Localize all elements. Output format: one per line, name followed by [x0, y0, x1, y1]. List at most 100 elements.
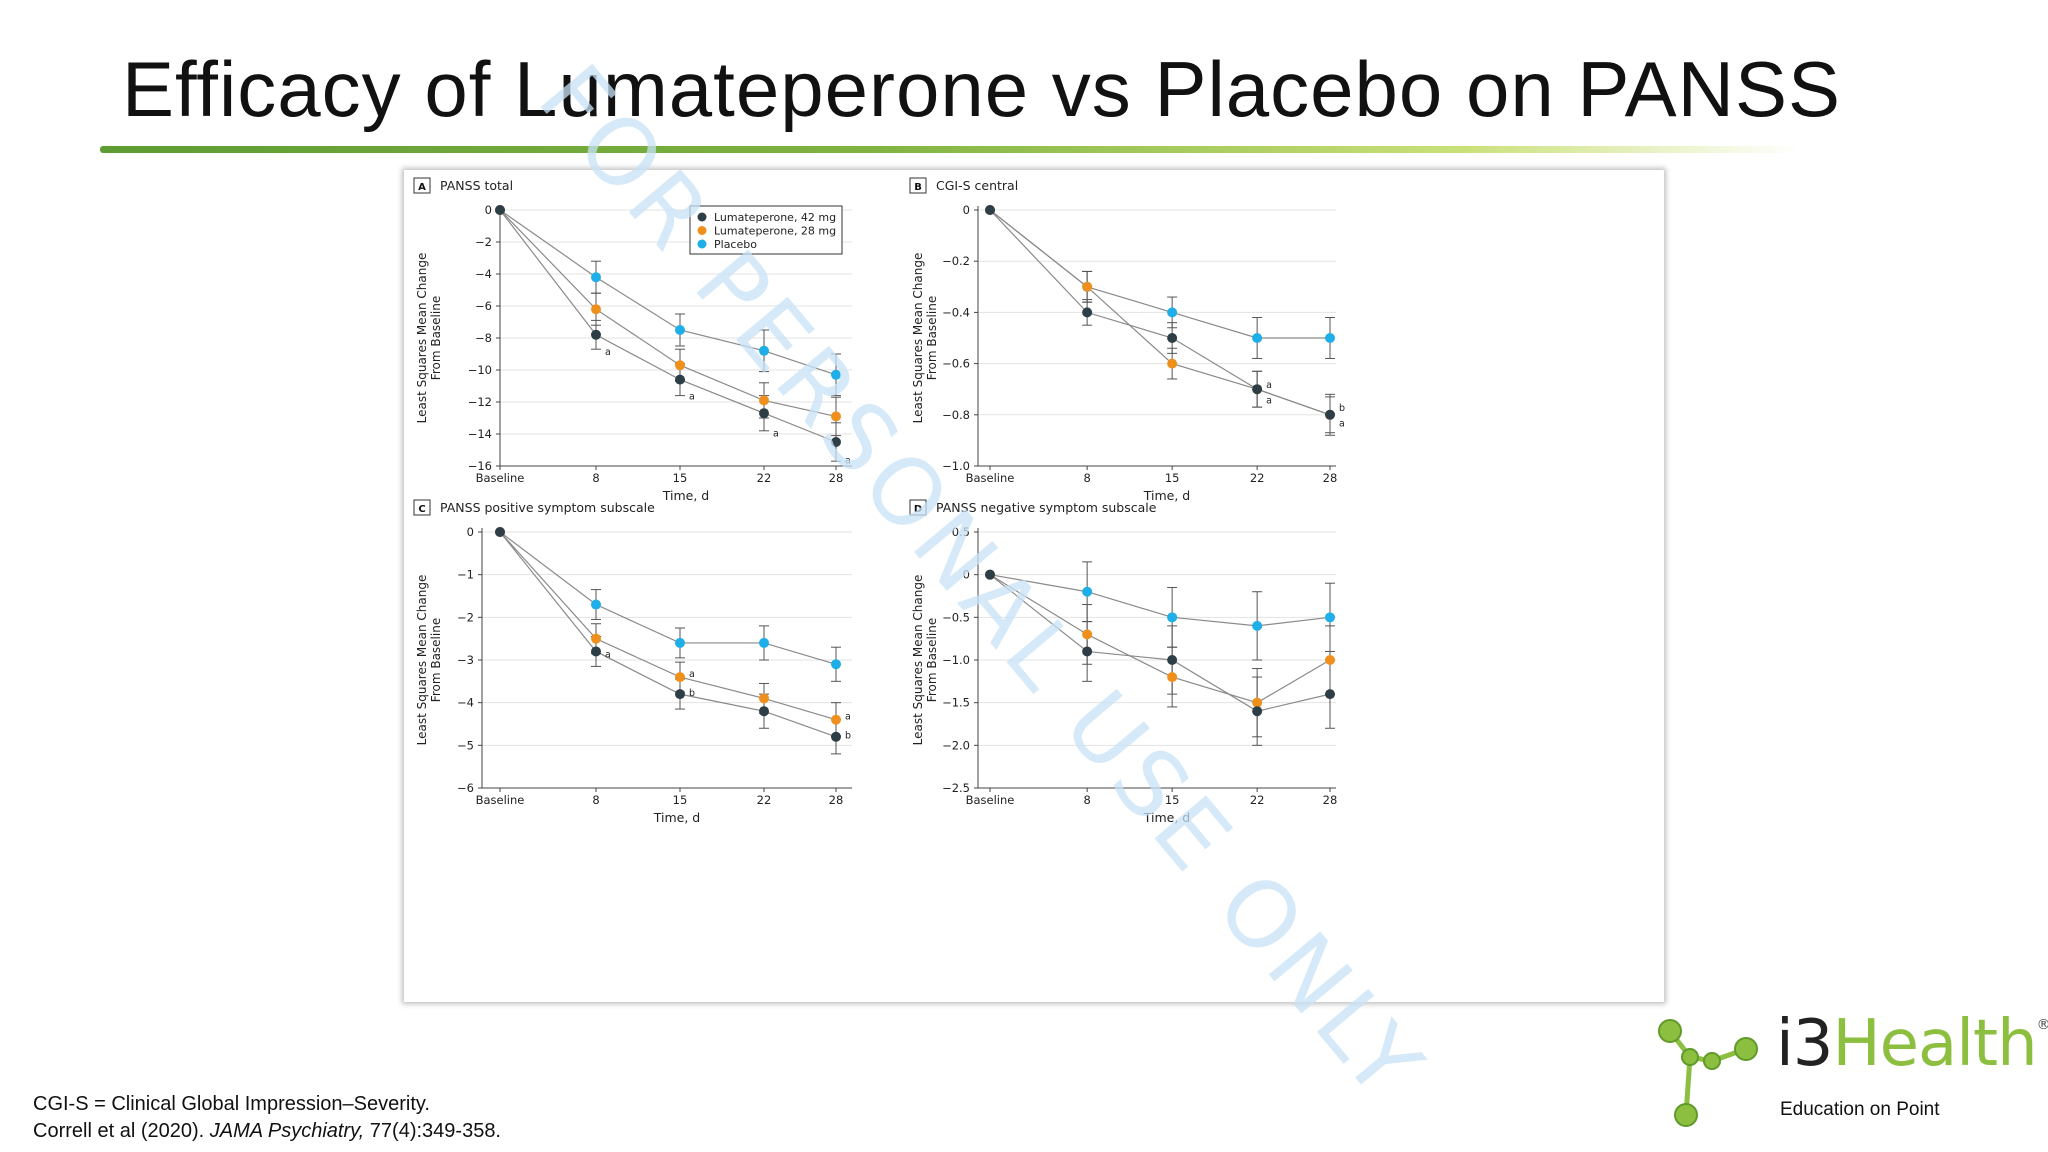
data-point: [1325, 689, 1335, 700]
data-point: [1082, 281, 1093, 292]
y-tick-label: 0: [963, 568, 970, 582]
chart-panel-b: B CGI-S central 0 −0.2 −0.4 −0.6 −0.8 −1.0Basel…: [909, 177, 1345, 503]
x-tick-label: 28: [1323, 793, 1338, 807]
efficacy-charts: A PANSS total0−2−4−6−8−10−12−14−16Baselin…: [413, 177, 1345, 825]
y-tick-label: −16: [468, 459, 492, 473]
legend-marker: [697, 239, 707, 249]
significance-label: a: [845, 711, 851, 722]
panel-letter: A: [418, 182, 426, 193]
significance-label: a: [1339, 418, 1345, 429]
x-axis-label: Time, d: [653, 810, 700, 825]
significance-label: a: [1266, 395, 1272, 406]
y-tick-label: −8: [475, 331, 492, 345]
y-tick-label: −2.5: [942, 781, 970, 795]
y-axis-label: From Baseline: [925, 618, 939, 702]
y-tick-label: 0.5: [952, 525, 970, 539]
panel-letter: B: [914, 182, 922, 193]
data-point: [591, 329, 601, 340]
significance-label: a: [605, 650, 611, 661]
citation-authors: Correll et al (2020).: [33, 1120, 210, 1142]
data-point: [985, 205, 995, 215]
x-tick-label: Baseline: [476, 793, 525, 807]
panel-letter-box: [413, 177, 431, 194]
x-tick-label: 8: [1083, 793, 1090, 807]
data-point: [675, 689, 685, 700]
y-tick-label: −2.0: [942, 738, 970, 752]
y-tick-label: −1.0: [942, 459, 970, 473]
abbreviation-footnote: CGI-S = Clinical Global Impression–Sever…: [33, 1093, 430, 1115]
y-axis-label: Least Squares Mean Change: [911, 253, 925, 424]
x-tick-label: 15: [1165, 471, 1180, 485]
data-point: [1082, 307, 1093, 318]
chart-title: PANSS total: [440, 178, 513, 193]
significance-label: a: [845, 456, 851, 467]
y-tick-label: −12: [468, 395, 492, 409]
y-tick-label: −10: [468, 363, 492, 377]
data-point: [1325, 409, 1335, 420]
data-point: [1167, 333, 1178, 343]
citation-volume: 77(4):349-358.: [364, 1120, 501, 1142]
data-point: [759, 408, 769, 419]
x-tick-label: 15: [1165, 793, 1180, 807]
y-tick-label: −6: [457, 781, 474, 795]
significance-label: a: [773, 428, 779, 439]
series-line: [989, 574, 1331, 712]
chart-panel-c: C PANSS positive symptom subscale 0 −1 −2 −3 −…: [413, 499, 852, 825]
panel-letter-box: [413, 499, 431, 516]
molecule-logo-icon: [1658, 1019, 1758, 1127]
series-line: [989, 209, 1330, 339]
x-tick-label: Baseline: [966, 793, 1015, 807]
data-point: [495, 205, 505, 215]
significance-label: a: [605, 347, 611, 358]
data-point: [1167, 612, 1178, 623]
x-tick-label: 22: [757, 471, 772, 485]
data-point: [759, 706, 769, 717]
y-tick-label: −0.2: [942, 254, 970, 268]
data-point: [1325, 333, 1335, 343]
significance-label: a: [1266, 380, 1272, 391]
y-axis-label: From Baseline: [429, 618, 443, 702]
series-line: [499, 531, 837, 665]
x-tick-label: 22: [1250, 793, 1265, 807]
data-point: [1325, 612, 1335, 623]
series-line: [499, 531, 837, 721]
series-line: [989, 574, 1331, 704]
data-point: [591, 304, 601, 315]
y-tick-label: −0.4: [942, 305, 970, 319]
legend-label: Placebo: [714, 238, 757, 251]
x-tick-label: 8: [592, 793, 599, 807]
y-tick-label: −0.8: [942, 408, 970, 422]
x-tick-label: 15: [673, 471, 688, 485]
data-point: [675, 374, 685, 385]
title-underline: [100, 146, 1800, 153]
data-point: [675, 325, 685, 335]
data-point: [831, 731, 841, 742]
panel-letter: C: [418, 504, 425, 515]
x-tick-label: 22: [1250, 471, 1265, 485]
x-axis-label: Time, d: [662, 488, 709, 503]
chart-title: PANSS positive symptom subscale: [440, 500, 655, 515]
y-tick-label: 0: [485, 203, 492, 217]
logo-tagline: Education on Point: [1780, 1099, 1940, 1120]
i3health-logo: i3Health® Education on Point: [1646, 1005, 2048, 1135]
x-tick-label: 22: [757, 793, 772, 807]
legend-marker: [697, 212, 707, 222]
chart-title: CGI-S central: [936, 178, 1018, 193]
slide-title: Efficacy of Lumateperone vs Placebo on P…: [122, 45, 1842, 133]
y-tick-label: −2: [475, 235, 492, 249]
data-point: [675, 672, 685, 683]
data-point: [831, 659, 841, 670]
legend-box: [689, 205, 843, 255]
data-point: [1252, 384, 1263, 395]
x-tick-label: Baseline: [476, 471, 525, 485]
logo-name: Health: [1832, 1007, 2038, 1081]
significance-label: b: [1339, 403, 1345, 414]
y-tick-label: −4: [457, 696, 474, 710]
y-tick-label: −1.5: [942, 696, 970, 710]
significance-label: b: [845, 731, 851, 742]
logo-prefix: i3: [1776, 1007, 1833, 1081]
figure-panel: A PANSS total 0 −2 −4 −6 −8 −10 −12 −14 −16 Baselin…: [404, 170, 1664, 1002]
data-point: [831, 369, 841, 380]
x-tick-label: 15: [673, 793, 688, 807]
data-point: [1167, 655, 1178, 665]
